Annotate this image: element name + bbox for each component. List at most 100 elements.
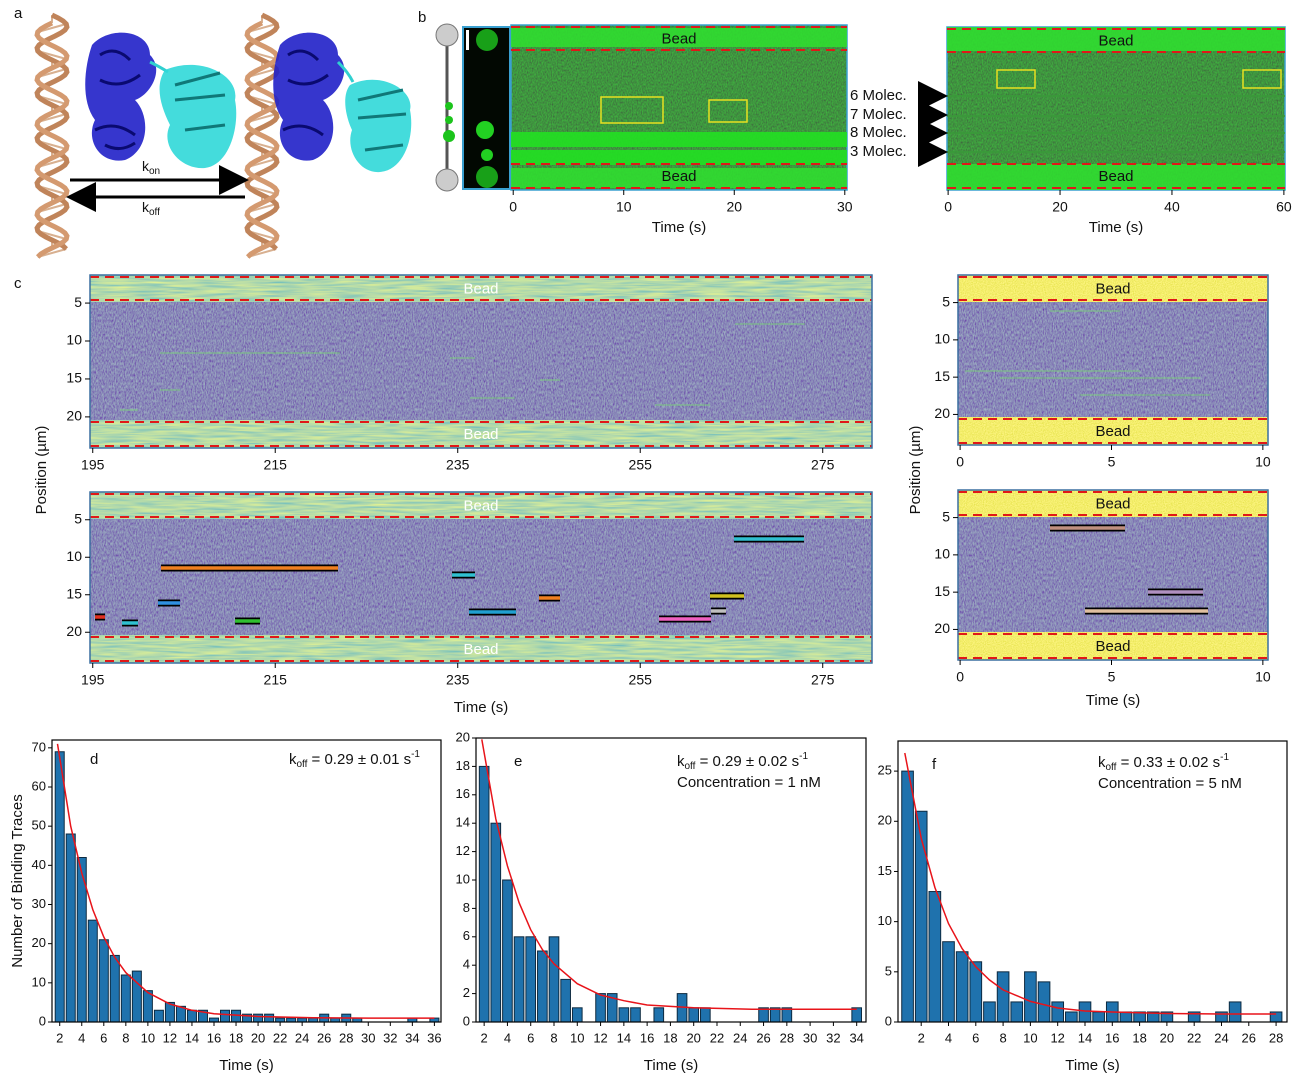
bar	[264, 1013, 275, 1023]
x-tick-label: 14	[1078, 1030, 1092, 1045]
x-tick-label: 20	[1160, 1030, 1174, 1045]
bar	[942, 941, 955, 1023]
x-tick-label: 10	[141, 1030, 155, 1045]
bar	[109, 954, 120, 1023]
y-tick-label: 20	[934, 620, 950, 636]
x-tick-label: 10	[616, 199, 632, 215]
x-tick-label: 5	[1108, 669, 1116, 685]
inset-image	[462, 26, 511, 190]
x-tick-label: 20	[726, 199, 742, 215]
annotation: koff = 0.29 ± 0.01 s-1	[289, 749, 420, 770]
bead-glow	[947, 27, 1285, 51]
annotation: koff = 0.33 ± 0.02 s-1	[1098, 752, 1229, 773]
x-tick-label: 215	[264, 457, 288, 473]
bar	[1024, 971, 1037, 1023]
bead-glow	[511, 28, 847, 47]
x-tick-label: 0	[956, 669, 964, 685]
panel-letter: b	[418, 9, 426, 26]
y-tick-label: 50	[32, 818, 46, 833]
panel-letter: a	[14, 5, 23, 22]
y-tick-label: 14	[456, 815, 470, 830]
subscript: off	[685, 761, 696, 772]
annotation-note: Concentration = 5 nM	[1098, 775, 1242, 792]
k: k	[142, 199, 150, 215]
k: k	[289, 751, 297, 768]
x-tick-label: 10	[1255, 454, 1271, 470]
y-tick-label: 25	[878, 763, 892, 778]
subscript: off	[296, 759, 307, 770]
bead-label: Bead	[1095, 280, 1130, 297]
x-tick-label: 8	[999, 1030, 1006, 1045]
y-tick-label: 2	[463, 985, 470, 1000]
bead-region	[90, 635, 872, 663]
panel-letter: f	[932, 756, 937, 773]
bead-region	[90, 275, 872, 302]
bead-label: Bead	[1098, 168, 1133, 185]
x-tick-label: 6	[100, 1030, 107, 1045]
x-tick-label: 16	[640, 1030, 654, 1045]
x-tick-label: 235	[446, 457, 470, 473]
x-tick-label: 14	[185, 1030, 199, 1045]
bead-label: Bead	[1095, 423, 1130, 440]
annotation: koff = 0.29 ± 0.02 s-1	[677, 751, 808, 772]
x-axis-label: Time (s)	[1065, 1057, 1119, 1074]
x-tick-label: 10	[1023, 1030, 1037, 1045]
bar	[54, 751, 65, 1023]
molecule-label: 8 Molec.	[850, 124, 907, 141]
x-tick-label: 28	[339, 1030, 353, 1045]
kymograph-image	[90, 275, 872, 448]
y-axis-label: Position (µm)	[33, 426, 50, 515]
bar	[1037, 981, 1051, 1023]
y-tick-label: 15	[66, 585, 82, 601]
x-tick-label: 195	[81, 457, 105, 473]
bar	[1228, 1001, 1242, 1023]
bead-label: Bead	[661, 168, 696, 185]
x-tick-label: 255	[629, 457, 653, 473]
highlight-box	[708, 99, 748, 123]
bar	[87, 919, 98, 1023]
bar	[548, 936, 560, 1023]
molecule-label: 7 Molec.	[850, 106, 907, 123]
bar	[98, 939, 109, 1023]
bead-region	[958, 275, 1268, 302]
bar	[1065, 1011, 1078, 1023]
y-tick-label: 18	[456, 758, 470, 773]
x-tick-label: 18	[663, 1030, 677, 1045]
bar	[700, 1007, 711, 1023]
x-axis-label: Time (s)	[1086, 692, 1140, 709]
x-tick-label: 34	[849, 1030, 863, 1045]
x-tick-label: 275	[811, 457, 835, 473]
y-tick-label: 4	[463, 957, 470, 972]
y-tick-label: 15	[878, 863, 892, 878]
x-tick-label: 32	[383, 1030, 397, 1045]
value: = 0.33 ± 0.02 s	[1116, 754, 1220, 771]
kymograph-image	[90, 492, 872, 663]
bar	[502, 879, 513, 1023]
x-tick-label: 28	[780, 1030, 794, 1045]
bar	[955, 951, 969, 1023]
x-tick-label: 32	[826, 1030, 840, 1045]
molecule-label: 6 Molec.	[850, 87, 907, 104]
x-tick-label: 195	[81, 672, 105, 688]
panel-letter: d	[90, 751, 98, 768]
bead-label: Bead	[1098, 32, 1133, 49]
x-tick-label: 18	[1132, 1030, 1146, 1045]
x-axis-label: Time (s)	[454, 699, 508, 716]
y-axis-label: Position (µm)	[907, 426, 924, 515]
x-tick-label: 275	[811, 672, 835, 688]
x-tick-label: 18	[229, 1030, 243, 1045]
k: k	[677, 753, 685, 770]
y-tick-label: 0	[885, 1013, 892, 1028]
x-tick-label: 4	[504, 1030, 511, 1045]
x-axis-label: Time (s)	[1089, 219, 1143, 236]
value: = 0.29 ± 0.02 s	[695, 753, 799, 770]
x-tick-label: 2	[918, 1030, 925, 1045]
x-tick-label: 30	[837, 199, 853, 215]
bar	[513, 936, 525, 1023]
y-tick-label: 5	[74, 294, 82, 310]
y-axis-label: Number of Binding Traces	[9, 794, 26, 967]
kymograph-frame	[957, 274, 1269, 446]
x-tick-label: 20	[686, 1030, 700, 1045]
bar	[983, 1001, 996, 1023]
plot-frame	[897, 740, 1288, 1023]
